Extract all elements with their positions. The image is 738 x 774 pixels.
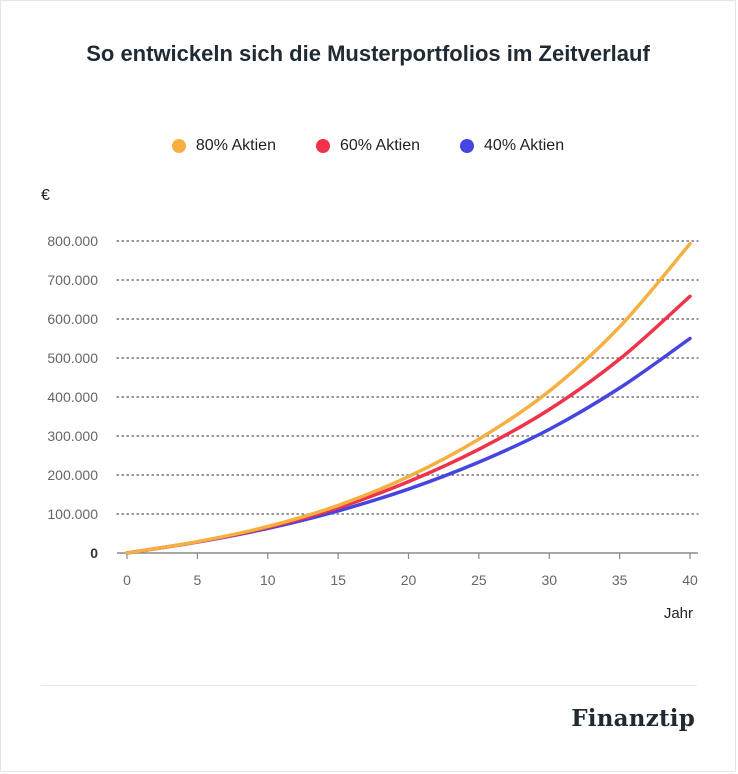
x-tick-label: 0 bbox=[123, 572, 131, 588]
x-tick-label: 35 bbox=[612, 572, 628, 588]
legend-dot-40 bbox=[460, 139, 475, 153]
y-tick-label: 100.000 bbox=[47, 506, 98, 522]
series-line-80-aktien bbox=[125, 241, 692, 555]
footer-divider bbox=[41, 685, 697, 686]
y-tick-label: 600.000 bbox=[47, 311, 98, 327]
y-tick-label: 0 bbox=[90, 545, 98, 561]
x-tick-label: 40 bbox=[682, 572, 698, 588]
chart-title: So entwickeln sich die Musterportfolios … bbox=[86, 41, 650, 66]
y-tick-label: 700.000 bbox=[47, 272, 98, 288]
legend-item-60: 60% Aktien bbox=[315, 137, 421, 155]
legend-label-40: 40% Aktien bbox=[484, 137, 565, 154]
x-tick-label: 20 bbox=[401, 572, 417, 588]
legend-dot-60 bbox=[315, 139, 330, 153]
finanztip-logo: Finanztip bbox=[571, 705, 695, 732]
legend-item-40: 40% Aktien bbox=[460, 137, 564, 155]
plot-area: 0 100.000 200.000 300.000 400.000 500.000 600.… bbox=[47, 233, 699, 588]
x-tick-label: 30 bbox=[541, 572, 557, 588]
legend: 80% Aktien 60% Aktien 40% Aktien bbox=[1, 137, 735, 155]
y-axis-unit: € bbox=[41, 187, 50, 204]
x-tick-label: 5 bbox=[193, 572, 201, 588]
y-tick-label: 500.000 bbox=[47, 350, 98, 366]
legend-label-60: 60% Aktien bbox=[339, 137, 421, 154]
x-tick-label: 25 bbox=[471, 572, 487, 588]
legend-dot-80 bbox=[171, 139, 186, 153]
legend-label-80: 80% Aktien bbox=[195, 137, 276, 154]
y-tick-label: 400.000 bbox=[47, 389, 98, 405]
y-tick-label: 800.000 bbox=[47, 233, 98, 249]
x-tick-label: 10 bbox=[260, 572, 276, 588]
legend-item-80: 80% Aktien bbox=[171, 137, 276, 155]
y-tick-label: 200.000 bbox=[47, 467, 98, 483]
x-axis-label: Jahr bbox=[663, 605, 693, 622]
x-tick-label: 15 bbox=[330, 572, 346, 588]
y-tick-label: 300.000 bbox=[47, 428, 98, 444]
